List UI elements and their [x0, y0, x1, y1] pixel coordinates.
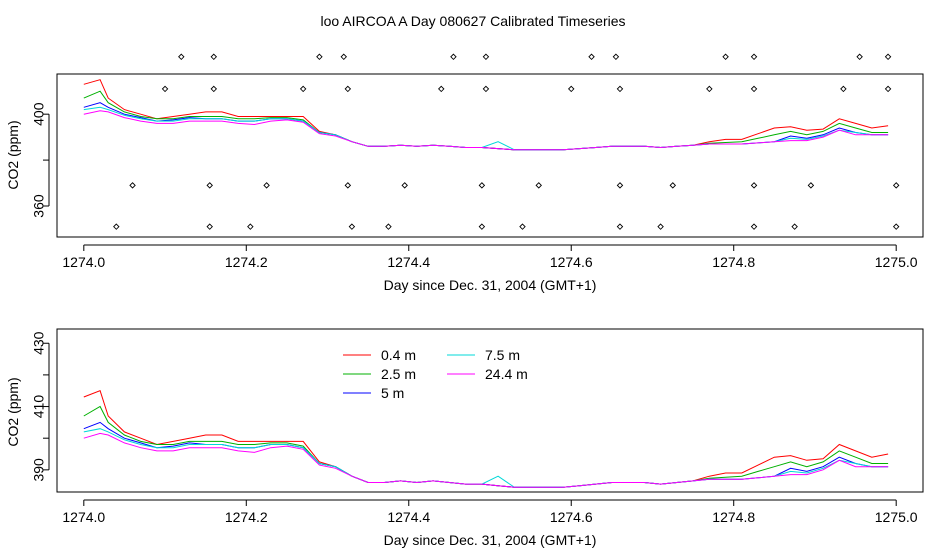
panel-top-point-marker — [113, 223, 120, 230]
panel-bottom-y-axis-label: CO2 (ppm) — [5, 377, 21, 446]
panel-top-x-tick-label: 1274.4 — [387, 254, 430, 270]
panel-bottom-x-tick-label: 1274.0 — [62, 509, 105, 525]
panel-top-x-tick-label: 1274.6 — [550, 254, 593, 270]
legend-label: 2.5 m — [381, 366, 416, 382]
panel-top-point-marker — [129, 182, 136, 189]
panel-top-point-marker — [750, 53, 758, 61]
panel-top-point-marker — [884, 53, 892, 61]
panel-top-x-tick-label: 1274.8 — [712, 254, 755, 270]
panel-top-point-marker — [892, 223, 900, 230]
legend-label: 7.5 m — [485, 347, 520, 363]
panel-top-point-marker — [401, 182, 408, 189]
panel-top-series-line — [83, 79, 889, 151]
panel-top-point-marker — [450, 53, 457, 61]
panel-top-point-marker — [657, 223, 664, 230]
panel-top-point-marker — [348, 223, 356, 230]
panel-bottom-x-tick-label: 1274.2 — [225, 509, 268, 525]
panel-top-point-marker — [750, 182, 758, 189]
panel-top-point-marker — [884, 85, 892, 93]
panel-bottom: 1274.0 1274.2 1274.4 1274.6 1274.8 1275.0 390… — [5, 328, 924, 548]
panel-top-point-marker — [210, 53, 218, 61]
panel-top-series-line — [83, 90, 889, 151]
panel-top-point-marker — [616, 223, 624, 230]
panel-bottom-series-line — [83, 432, 889, 488]
panel-top-x-axis: 1274.0 1274.2 1274.4 1274.6 1274.8 1275.0 — [62, 244, 918, 270]
legend-label: 0.4 m — [381, 347, 416, 363]
panel-top-point-marker — [340, 53, 348, 61]
panel-top-point-marker — [807, 182, 815, 189]
panel-top-point-marker — [478, 182, 486, 189]
panel-top-point-marker — [750, 223, 758, 230]
panel-top-point-marker — [791, 223, 798, 230]
panel-top-point-marker — [892, 182, 900, 189]
panel-top-point-marker — [482, 53, 490, 61]
panel-top-point-marker — [616, 85, 624, 93]
panel-bottom-y-tick-label: 410 — [31, 395, 47, 419]
panel-bottom-series-line — [83, 405, 889, 488]
panel-bottom-y-tick-label: 430 — [31, 331, 47, 355]
panel-top-y-tick-label: 360 — [31, 194, 47, 218]
panel-bottom-x-axis: 1274.0 1274.2 1274.4 1274.6 1274.8 1275.0 — [62, 499, 918, 525]
panel-bottom-x-tick-label: 1274.8 — [712, 509, 755, 525]
panel-bottom-series-line — [83, 428, 889, 488]
panel-top-point-marker — [206, 223, 213, 230]
panel-top-x-tick-label: 1275.0 — [875, 254, 918, 270]
panel-top-point-marker — [344, 85, 352, 93]
panel-bottom-y-axis: 390 410 430 — [31, 331, 50, 482]
panel-top-y-axis: 360 400 — [31, 102, 50, 218]
panel-top-point-marker — [856, 53, 863, 61]
panel-bottom-x-tick-label: 1275.0 — [875, 509, 918, 525]
legend-label: 5 m — [381, 385, 404, 401]
panel-top-point-marker — [299, 85, 307, 93]
panel-top-point-marker — [750, 85, 758, 93]
panel-top-point-marker — [206, 182, 213, 189]
panel-top-point-marker — [706, 85, 713, 93]
panel-top-series-layer — [83, 79, 889, 151]
panel-top-y-tick-label: 400 — [31, 102, 47, 126]
panel-top-series-line — [83, 110, 889, 151]
panel-bottom-series-line — [83, 421, 889, 488]
panel-top-point-marker — [519, 223, 526, 230]
panel-top-series-line — [83, 106, 889, 151]
panel-top-x-axis-label: Day since Dec. 31, 2004 (GMT+1) — [384, 277, 597, 293]
panel-top-point-marker — [568, 85, 575, 93]
legend-label: 24.4 m — [485, 366, 528, 382]
panel-top-point-marker — [588, 53, 595, 61]
panel-top-point-marker — [344, 182, 352, 189]
panel-top-x-tick-label: 1274.2 — [225, 254, 268, 270]
legend: 0.4 m 2.5 m 5 m 7.5 m 24.4 m — [343, 347, 528, 401]
figure-title: loo AIRCOA A Day 080627 Calibrated Times… — [320, 13, 625, 29]
panel-top-plot-frame — [56, 73, 924, 238]
panel-top-point-marker — [316, 53, 323, 61]
panel-bottom-plot-frame — [56, 328, 924, 493]
panel-bottom-x-tick-label: 1274.4 — [387, 509, 430, 525]
panel-top-point-marker — [612, 53, 620, 61]
panel-top-point-marker — [840, 85, 847, 93]
panel-top: 1274.0 1274.2 1274.4 1274.6 1274.8 1275.0 360… — [5, 53, 924, 293]
panel-top-point-marker — [478, 223, 486, 230]
panel-top-x-tick-label: 1274.0 — [62, 254, 105, 270]
panel-top-point-marker — [535, 182, 542, 189]
panel-bottom-x-tick-label: 1274.6 — [550, 509, 593, 525]
panel-top-point-marker — [482, 85, 490, 93]
panel-top-series-line — [83, 102, 889, 151]
panel-bottom-y-tick-label: 390 — [31, 458, 47, 482]
panel-top-point-marker — [385, 223, 392, 230]
panel-top-point-marker — [669, 182, 677, 189]
panel-top-y-axis-label: CO2 (ppm) — [5, 120, 21, 189]
panel-top-point-marker — [247, 223, 254, 230]
panel-top-point-marker — [263, 182, 270, 189]
panel-top-point-marker — [210, 85, 218, 93]
panel-top-point-marker — [438, 85, 445, 93]
panel-top-points-layer — [113, 53, 900, 230]
panel-top-point-marker — [722, 53, 729, 61]
panel-top-point-marker — [616, 182, 624, 189]
panel-bottom-series-layer — [83, 390, 889, 488]
panel-top-point-marker — [178, 53, 185, 61]
panel-bottom-series-line — [83, 390, 889, 488]
panel-bottom-x-axis-label: Day since Dec. 31, 2004 (GMT+1) — [384, 532, 597, 548]
panel-top-point-marker — [161, 85, 169, 93]
